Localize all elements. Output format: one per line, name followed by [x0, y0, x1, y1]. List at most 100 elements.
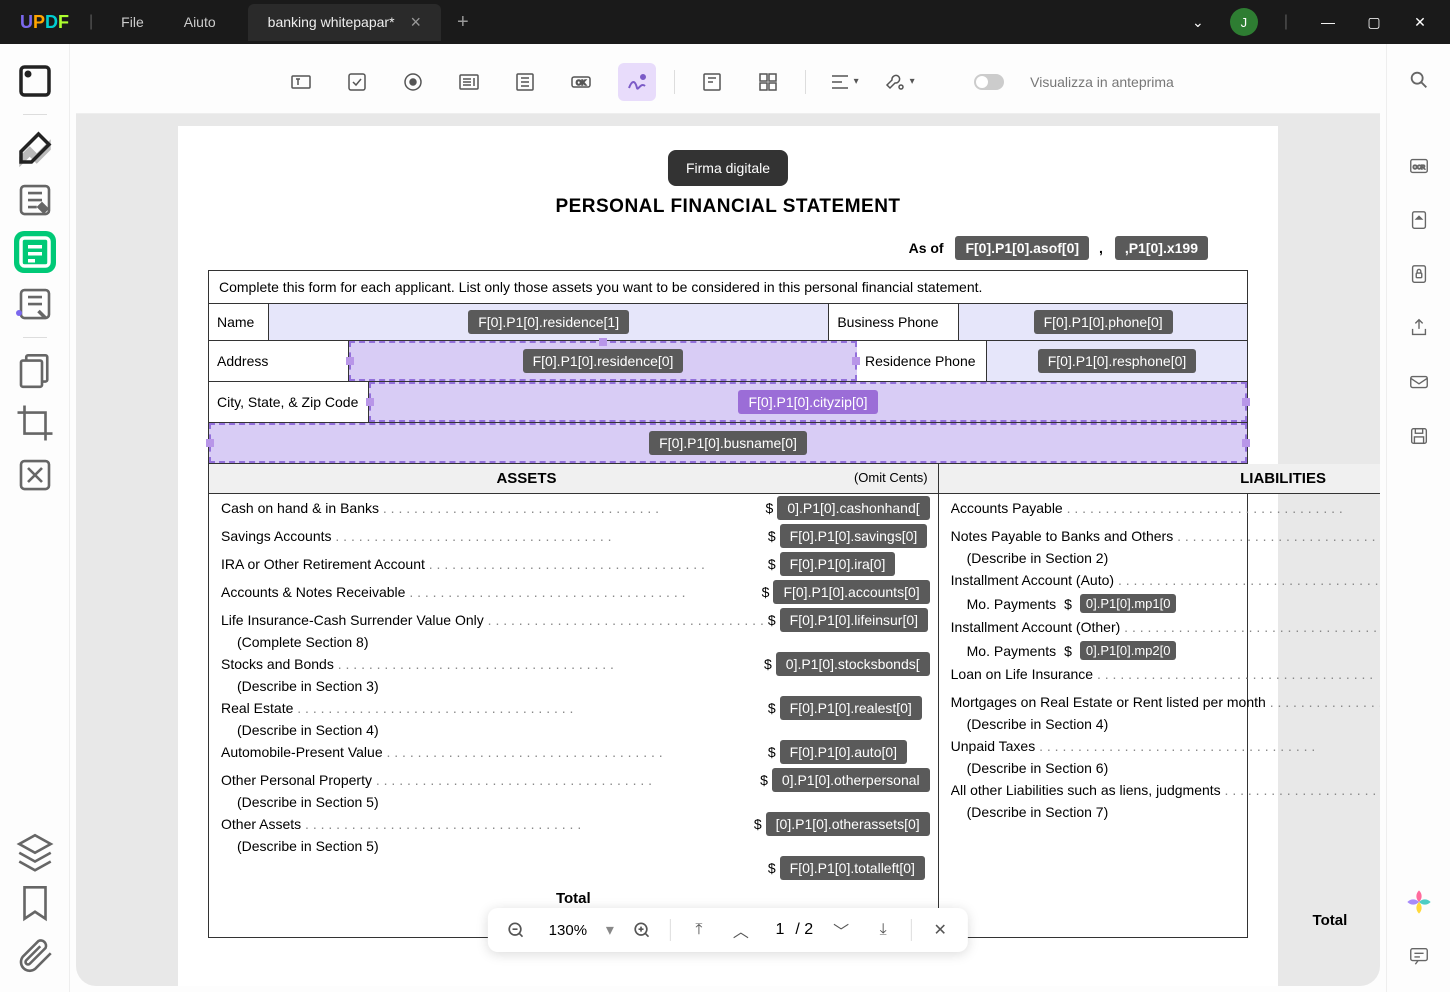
button-tool[interactable]: OK [562, 63, 600, 101]
asof-year-field[interactable]: ,P1[0].x199 [1115, 236, 1208, 260]
asset-line: IRA or Other Retirement Account$F[0].P1[… [209, 550, 938, 578]
save-icon[interactable] [1403, 420, 1435, 452]
tools-icon[interactable]: ▾ [880, 63, 918, 101]
separator: | [89, 13, 93, 31]
svg-text:OK: OK [576, 80, 586, 87]
page-input[interactable] [769, 921, 791, 939]
asset-line: Cash on hand & in Banks$0].P1[0].cashonh… [209, 494, 938, 522]
doc-title: PERSONAL FINANCIAL STATEMENT [208, 196, 1248, 218]
chevron-down-icon[interactable]: ⌄ [1184, 14, 1212, 31]
asof-field[interactable]: F[0].P1[0].asof[0] [955, 236, 1089, 260]
layers-icon[interactable] [14, 830, 56, 872]
zoom-out-button[interactable] [502, 916, 530, 944]
ocr-icon[interactable]: OCR [1403, 150, 1435, 182]
busname-field[interactable]: F[0].P1[0].busname[0] [209, 423, 1247, 463]
zoom-level: 130% [544, 922, 592, 939]
highlight-icon[interactable] [14, 127, 56, 169]
liability-line: Accounts Payable$F[0].P1[0].payable[0] [939, 494, 1380, 522]
name-field[interactable]: F[0].P1[0].residence[1] [269, 304, 829, 340]
search-icon[interactable] [1403, 64, 1435, 96]
rphone-label: Residence Phone [857, 341, 987, 381]
address-label: Address [209, 341, 349, 381]
edit-icon[interactable] [14, 179, 56, 221]
menu-file[interactable]: File [101, 8, 164, 36]
crop-icon[interactable] [14, 402, 56, 444]
reader-icon[interactable] [14, 60, 56, 102]
asset-line: Accounts & Notes Receivable$F[0].P1[0].a… [209, 578, 938, 606]
textfield-tool[interactable] [282, 63, 320, 101]
asset-line: Life Insurance-Cash Surrender Value Only… [209, 606, 938, 634]
next-page-button[interactable]: ﹀ [827, 916, 855, 944]
prev-page-button[interactable]: ︿ [727, 916, 755, 944]
left-sidebar [0, 44, 70, 992]
liability-line: All other Liabilities such as liens, jud… [939, 776, 1380, 804]
window-maximize[interactable]: ▢ [1360, 14, 1388, 31]
zoom-in-button[interactable] [628, 916, 656, 944]
liability-line: Unpaid Taxes$F[0].P1[0].unpaidtax[0] [939, 732, 1380, 760]
assets-column: ASSETS(Omit Cents) Cash on hand & in Ban… [209, 464, 939, 937]
asset-line: Stocks and Bonds$0].P1[0].stocksbonds[ [209, 650, 938, 678]
checkbox-tool[interactable] [338, 63, 376, 101]
organize-icon[interactable] [14, 283, 56, 325]
name-label: Name [209, 304, 269, 340]
right-sidebar: OCR [1386, 44, 1450, 992]
grid-tool[interactable] [749, 63, 787, 101]
liabilities-column: LIABILITIES(Omit Cents) Accounts Payable… [939, 464, 1380, 937]
bphone-label: Business Phone [829, 304, 959, 340]
new-tab-button[interactable]: + [457, 11, 469, 34]
pages-icon[interactable] [14, 350, 56, 392]
app-logo: UPDF [8, 12, 81, 33]
window-minimize[interactable]: — [1314, 14, 1342, 30]
instruction: Complete this form for each applicant. L… [209, 271, 1247, 303]
zoom-dropdown-icon[interactable]: ▾ [606, 920, 614, 940]
protect-icon[interactable] [1403, 258, 1435, 290]
ai-icon[interactable] [1403, 886, 1435, 918]
form-icon[interactable] [14, 231, 56, 273]
address-field[interactable]: F[0].P1[0].residence[0] [349, 341, 857, 381]
tab-close-icon[interactable]: × [411, 12, 422, 33]
pdf-page: PERSONAL FINANCIAL STATEMENT As of F[0].… [178, 126, 1278, 986]
attachment-icon[interactable] [14, 934, 56, 976]
liability-line: Mortgages on Real Estate or Rent listed … [939, 688, 1380, 716]
bookmark-icon[interactable] [14, 882, 56, 924]
comment-icon[interactable] [1403, 940, 1435, 972]
last-page-button[interactable]: ⤓ [869, 916, 897, 944]
page-navigator: 130% ▾ ⤒ ︿ / 2 ﹀ ⤓ ✕ [488, 908, 968, 952]
share-icon[interactable] [1403, 312, 1435, 344]
cityzip-label: City, State, & Zip Code [209, 382, 369, 422]
first-page-button[interactable]: ⤒ [685, 916, 713, 944]
cityzip-field[interactable]: F[0].P1[0].cityzip[0] [369, 382, 1247, 422]
align-tool[interactable]: ▾ [824, 63, 862, 101]
svg-text:OCR: OCR [1412, 165, 1424, 171]
tooltip: Firma digitale [668, 150, 788, 186]
image-tool[interactable] [693, 63, 731, 101]
asset-line: Savings Accounts$F[0].P1[0].savings[0] [209, 522, 938, 550]
convert-icon[interactable] [1403, 204, 1435, 236]
listbox-tool[interactable] [506, 63, 544, 101]
email-icon[interactable] [1403, 366, 1435, 398]
document-canvas: PERSONAL FINANCIAL STATEMENT As of F[0].… [76, 114, 1380, 986]
liability-line: Installment Account (Other)$0].P1[0].ins… [939, 613, 1380, 641]
user-avatar[interactable]: J [1230, 8, 1258, 36]
asset-line: Other Assets$[0].P1[0].otherassets[0] [209, 810, 938, 838]
dropdown-tool[interactable] [450, 63, 488, 101]
signature-tool[interactable] [618, 63, 656, 101]
preview-toggle[interactable] [974, 74, 1004, 90]
document-tab[interactable]: banking whitepapar* × [248, 4, 441, 41]
liability-line: Loan on Life Insurance$F[0].P1[0].lifelo… [939, 660, 1380, 688]
asset-line: Other Personal Property$0].P1[0].otherpe… [209, 766, 938, 794]
radio-tool[interactable] [394, 63, 432, 101]
window-close[interactable]: ✕ [1406, 14, 1434, 31]
titlebar: UPDF | File Aiuto banking whitepapar* × … [0, 0, 1450, 44]
asset-line: Automobile-Present Value$F[0].P1[0].auto… [209, 738, 938, 766]
liability-line: Notes Payable to Banks and Others$F[0].P… [939, 522, 1380, 550]
page-indicator: / 2 [769, 921, 813, 939]
bphone-field[interactable]: F[0].P1[0].phone[0] [959, 304, 1247, 340]
asof-row: As of F[0].P1[0].asof[0] , ,P1[0].x199 [208, 236, 1248, 260]
form-toolbar: OK ▾ ▾ Visualizza in anteprima [76, 50, 1380, 114]
menu-help[interactable]: Aiuto [164, 8, 236, 36]
redact-icon[interactable] [14, 454, 56, 496]
rphone-field[interactable]: F[0].P1[0].resphone[0] [987, 341, 1247, 381]
preview-label: Visualizza in anteprima [1030, 74, 1174, 90]
close-nav-button[interactable]: ✕ [926, 916, 954, 944]
